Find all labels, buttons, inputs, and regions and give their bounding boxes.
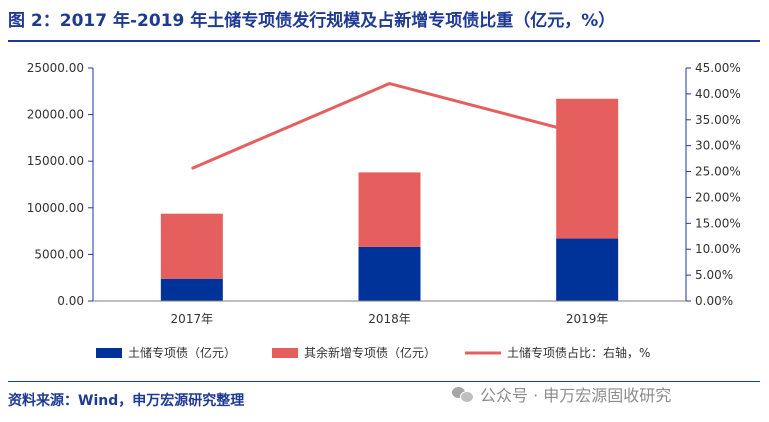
y-right-tick-label: 30.00% (695, 139, 741, 153)
legend-label: 土储专项债（亿元） (128, 345, 236, 360)
chart-title: 图 2：2017 年-2019 年土储专项债发行规模及占新增专项债比重（亿元，%… (8, 11, 616, 31)
y-left-tick-label: 10000.00 (27, 201, 84, 215)
watermark: 公众号 · 申万宏源固收研究 (452, 383, 671, 405)
share-line-point (586, 134, 588, 136)
y-left-tick-label: 0.00 (57, 294, 84, 308)
y-right-tick-label: 35.00% (695, 113, 741, 127)
y-left-tick-label: 25000.00 (27, 61, 84, 75)
y-right-tick-label: 0.00% (695, 294, 733, 308)
legend-item-land-bonds: 土储专项债（亿元） (96, 345, 236, 360)
wechat-icon (452, 385, 474, 403)
bar-other-special-bonds (556, 98, 619, 239)
title-divider (8, 40, 760, 42)
legend-item-other-bonds: 其余新增专项债（亿元） (272, 345, 436, 360)
legend-label: 其余新增专项债（亿元） (304, 345, 436, 360)
bar-land-reserve-bonds (160, 278, 223, 301)
x-axis: 2017年 2018年 2019年 (93, 300, 686, 326)
source-note: 资料来源：Wind，申万宏源研究整理 (8, 393, 245, 409)
y-left-tick-label: 5000.00 (34, 247, 84, 261)
y-right-tick-label: 5.00% (695, 268, 733, 282)
x-tick-label: 2017年 (171, 312, 214, 326)
bar-other-special-bonds (358, 172, 421, 247)
bar-land-reserve-bonds (556, 238, 619, 301)
x-tick-label: 2018年 (368, 312, 411, 326)
legend-swatch (272, 348, 298, 358)
y-right-tick-label: 45.00% (695, 61, 741, 75)
share-line-group (191, 82, 588, 170)
share-line (191, 82, 588, 170)
legend-item-share-line: 土储专项债占比：右轴，% (465, 345, 650, 360)
legend: 土储专项债（亿元） 其余新增专项债（亿元） 土储专项债占比：右轴，% (96, 345, 650, 360)
bar-other-special-bonds (160, 213, 223, 279)
legend-swatch (96, 348, 122, 358)
share-line-point (389, 83, 390, 85)
bars-group (160, 98, 619, 301)
bar-land-reserve-bonds (358, 246, 421, 301)
y-left-axis: 0.00 5000.00 10000.00 15000.00 20000.00 25000… (27, 61, 94, 308)
chart-canvas: 0.00 5000.00 10000.00 15000.00 20000.00 25000… (27, 61, 741, 360)
y-left-tick-label: 15000.00 (27, 154, 84, 168)
x-tick-label: 2019年 (566, 312, 609, 326)
share-line-point (191, 167, 193, 169)
y-left-tick-label: 20000.00 (27, 108, 84, 122)
y-right-tick-label: 25.00% (695, 165, 741, 179)
y-right-tick-label: 20.00% (695, 190, 741, 204)
y-right-tick-label: 40.00% (695, 87, 741, 101)
y-right-axis: 0.00% 5.00% 10.00% 15.00% 20.00% 25.00% 30.00%… (685, 61, 741, 308)
footer-divider (8, 381, 760, 382)
legend-label: 土储专项债占比：右轴，% (507, 345, 650, 360)
y-right-tick-label: 15.00% (695, 216, 741, 230)
y-right-tick-label: 10.00% (695, 242, 741, 256)
watermark-text: 公众号 · 申万宏源固收研究 (480, 386, 672, 405)
